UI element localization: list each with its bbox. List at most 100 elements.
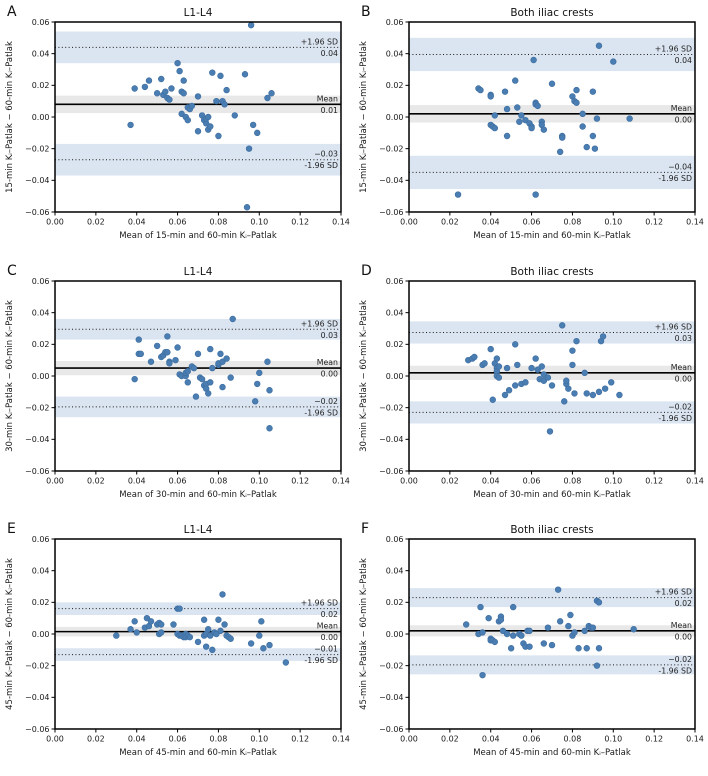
- data-point: [471, 353, 478, 360]
- mean-value: 0.01: [321, 106, 338, 115]
- plot-border: [408, 21, 696, 213]
- mean-label: Mean: [671, 621, 692, 630]
- data-point: [526, 643, 533, 651]
- panel-letter: B: [361, 4, 371, 20]
- data-point: [209, 364, 216, 371]
- data-point: [219, 591, 226, 598]
- data-point: [172, 356, 179, 364]
- data-point: [528, 124, 535, 132]
- data-point: [256, 632, 263, 640]
- y-tick-label: −0.04: [25, 176, 49, 185]
- y-tick-label: 0.00: [386, 113, 404, 122]
- y-tick-label: 0.02: [32, 340, 50, 349]
- x-tick-label: 0.00: [46, 217, 64, 226]
- panel-letter: A: [7, 4, 17, 20]
- y-tick-label: −0.02: [379, 403, 403, 412]
- data-point: [493, 355, 501, 362]
- lower-loa-value: −0.04: [668, 162, 692, 171]
- data-point: [589, 88, 597, 95]
- data-point: [481, 359, 488, 367]
- data-point: [207, 123, 214, 130]
- panel-letter: F: [361, 521, 369, 537]
- x-tick-label: 0.04: [482, 735, 500, 744]
- y-tick-label: −0.04: [379, 693, 403, 702]
- x-tick-label: 0.06: [169, 217, 187, 226]
- data-point: [532, 355, 539, 362]
- data-point: [131, 85, 138, 92]
- data-point: [512, 340, 519, 348]
- data-point: [205, 113, 212, 121]
- x-tick-label: 0.12: [291, 476, 309, 485]
- x-tick-label: 0.04: [482, 217, 500, 226]
- panel-f-chart: 0.00 0.02 0.04 0.06 0.08 0.10 0.12 0.14 0.06 0.04…: [354, 517, 708, 776]
- x-tick-label: 0.08: [564, 476, 582, 485]
- x-tick-label: 0.10: [250, 735, 268, 744]
- panel-d-chart: 0.00 0.02 0.04 0.06 0.08 0.10 0.12 0.14 0.06 0.04…: [354, 258, 708, 518]
- x-tick-label: 0.02: [87, 476, 105, 485]
- data-point: [133, 629, 140, 636]
- upper-loa-value: 0.03: [321, 330, 338, 339]
- data-point: [509, 604, 517, 611]
- data-point: [518, 632, 525, 640]
- plot-border: [408, 538, 696, 731]
- data-point: [205, 626, 212, 633]
- data-point: [268, 90, 275, 97]
- data-point: [626, 115, 633, 122]
- data-point: [147, 618, 155, 625]
- x-axis-title: Mean of 15-min and 60-min Kᵢ–Patlak: [473, 231, 631, 241]
- upper-loa-label: +1.96 SD: [655, 322, 692, 331]
- data-point: [569, 361, 576, 368]
- data-point: [245, 145, 253, 152]
- lower-loa-value: −0.02: [668, 402, 692, 411]
- x-tick-label: 0.02: [441, 735, 459, 744]
- data-point: [573, 337, 580, 345]
- data-point: [217, 350, 224, 357]
- data-point: [221, 621, 228, 629]
- data-point: [538, 362, 545, 370]
- data-point: [601, 385, 609, 392]
- panel-letter: E: [7, 521, 16, 537]
- data-point: [583, 645, 590, 652]
- data-point: [184, 367, 191, 375]
- x-tick-label: 0.00: [400, 476, 418, 485]
- data-point: [162, 88, 169, 95]
- y-tick-label: 0.06: [386, 276, 404, 285]
- data-point: [514, 104, 521, 111]
- y-tick-label: 0.06: [386, 535, 404, 544]
- x-tick-label: 0.10: [604, 217, 622, 226]
- data-point: [565, 385, 572, 392]
- upper-loa-label: +1.96 SD: [301, 319, 338, 328]
- data-point: [593, 115, 601, 122]
- data-point: [223, 355, 230, 362]
- x-tick-label: 0.00: [46, 476, 64, 485]
- data-point: [518, 112, 525, 119]
- panel-d: 0.00 0.02 0.04 0.06 0.08 0.10 0.12 0.14 0.06 0.04…: [354, 258, 708, 518]
- data-point: [608, 378, 615, 386]
- data-point: [215, 616, 222, 624]
- data-point: [131, 618, 138, 625]
- data-point: [260, 645, 267, 652]
- data-point: [595, 388, 603, 395]
- data-point: [503, 631, 511, 638]
- y-axis-title: 15-min Kᵢ–Patlak − 60-min Kᵢ–Patlak: [359, 41, 369, 193]
- data-point: [583, 389, 590, 397]
- data-point: [573, 86, 580, 94]
- data-point: [495, 374, 503, 381]
- x-tick-label: 0.14: [332, 476, 350, 485]
- data-point: [503, 132, 511, 140]
- data-point: [131, 375, 138, 383]
- data-point: [497, 616, 505, 624]
- upper-loa-label: +1.96 SD: [655, 44, 692, 53]
- data-point: [249, 121, 257, 129]
- data-point: [194, 350, 202, 357]
- panel-title: Both iliac crests: [510, 7, 593, 19]
- data-point: [616, 391, 623, 398]
- data-point: [540, 640, 548, 648]
- data-point: [217, 72, 224, 80]
- data-point: [135, 336, 142, 343]
- data-point: [610, 58, 617, 65]
- data-point: [591, 145, 599, 152]
- data-point: [254, 129, 261, 137]
- data-point: [528, 364, 535, 371]
